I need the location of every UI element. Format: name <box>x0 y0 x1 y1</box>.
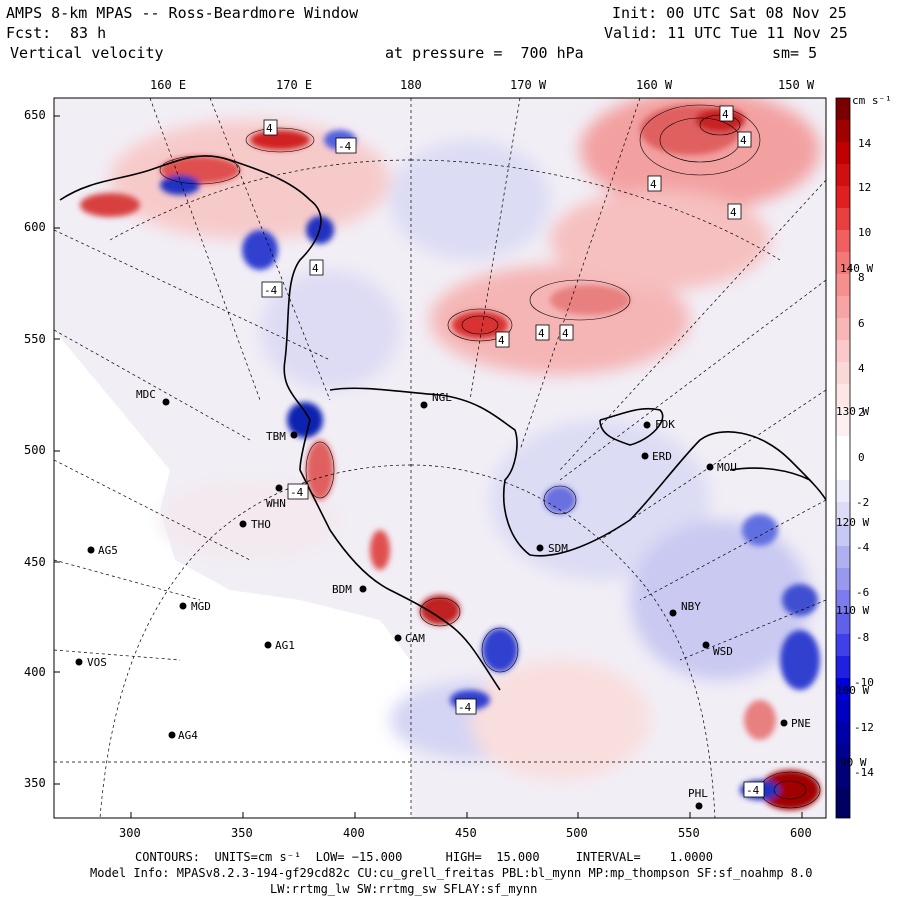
station-label: PNE <box>791 717 811 730</box>
top-lon-label: 160 E <box>150 78 187 92</box>
colorbar-tick: 4 <box>858 362 865 375</box>
plot-frame <box>53 97 827 819</box>
contour-label: 4 <box>498 334 505 347</box>
contour-label: -4 <box>458 701 472 714</box>
colorbar-tick: -8 <box>856 631 870 644</box>
axis-ticks <box>54 115 803 818</box>
station-label: WHN <box>266 497 286 510</box>
coastline <box>59 155 826 691</box>
top-lon-label: 170 W <box>510 78 547 92</box>
station-label: CAM <box>405 632 425 645</box>
colorbar-units: cm s⁻¹ <box>852 94 892 107</box>
forecast-label: Fcst: <box>6 24 52 42</box>
x-tick-label: 600 <box>790 826 812 840</box>
right-lon-label: 140 W <box>840 262 874 275</box>
station-label: PHL <box>688 787 708 800</box>
graticule <box>54 98 826 818</box>
colorbar-tick: -14 <box>854 766 874 779</box>
contour-label: 4 <box>730 206 737 219</box>
station-markers: MDC NGL FDK TBM ERD MOU WHN THO SDM AG5 … <box>75 388 811 810</box>
y-tick-label: 500 <box>24 443 46 457</box>
valid-time: Valid: 11 UTC Tue 11 Nov 25 <box>604 24 848 42</box>
station-label: MDC <box>136 388 156 401</box>
y-tick-label: 600 <box>24 220 46 234</box>
station-label: AG4 <box>178 729 198 742</box>
station-label: NBY <box>681 600 701 613</box>
contour-label: 4 <box>722 108 729 121</box>
station-label: THO <box>251 518 271 531</box>
x-tick-label: 350 <box>231 826 253 840</box>
colorbar <box>835 97 851 819</box>
top-lon-label: 160 W <box>636 78 673 92</box>
contour-label: -4 <box>290 486 304 499</box>
station-label: SDM <box>548 542 568 555</box>
contour-label: 4 <box>562 327 569 340</box>
x-tick-label: 450 <box>455 826 477 840</box>
colorbar-tick: 2 <box>858 406 865 419</box>
x-tick-label: 400 <box>343 826 365 840</box>
x-tick-label: 550 <box>678 826 700 840</box>
top-lon-label: 150 W <box>778 78 815 92</box>
y-tick-label: 550 <box>24 332 46 346</box>
no-data-region <box>54 330 411 818</box>
pressure-level: at pressure = 700 hPa <box>385 44 584 62</box>
contour-info: CONTOURS: UNITS=cm s⁻¹ LOW= −15.000 HIGH… <box>135 850 713 864</box>
x-tick-label: 500 <box>566 826 588 840</box>
x-tick-label: 300 <box>119 826 141 840</box>
colorbar-tick: -10 <box>854 676 874 689</box>
station-label: BDM <box>332 583 352 596</box>
init-time: Init: 00 UTC Sat 08 Nov 25 <box>612 4 847 22</box>
station-label: ERD <box>652 450 672 463</box>
station-label: NGL <box>432 391 452 404</box>
contour-label: -4 <box>338 140 352 153</box>
colorbar-tick: 0 <box>858 451 865 464</box>
contour-label: 4 <box>740 134 747 147</box>
contour-label: -4 <box>746 784 760 797</box>
contour-label: 4 <box>312 262 319 275</box>
colorbar-tick: -12 <box>854 721 874 734</box>
station-label: TBM <box>266 430 286 443</box>
contour-labels: 4 4 4 4 4 4 4 4 4 -4 -4 -4 -4 - <box>261 105 765 798</box>
smoothed-shading <box>110 98 820 780</box>
colorbar-tick: 12 <box>858 181 872 194</box>
station-label: AG5 <box>98 544 118 557</box>
right-lon-label: 130 W <box>836 405 870 418</box>
right-lon-label: 100 W <box>836 684 870 697</box>
colorbar-tick: 10 <box>858 226 872 239</box>
contour-label: 4 <box>650 178 657 191</box>
colorbar-tick: 14 <box>858 137 872 150</box>
station-label: WSD <box>713 645 733 658</box>
colorbar-tick: -6 <box>856 586 870 599</box>
forecast-hour: 83 h <box>70 24 107 42</box>
model-info: Model Info: MPASv8.2.3-194-gf29cd82c CU:… <box>90 866 813 880</box>
variable-name: Vertical velocity <box>10 44 164 62</box>
contour-label: 4 <box>538 327 545 340</box>
right-lon-label: 120 W <box>836 516 870 529</box>
physics-info: LW:rrtmg_lw SW:rrtmg_sw SFLAY:sf_mynn <box>270 882 538 896</box>
colorbar-tick: -4 <box>856 541 870 554</box>
y-tick-label: 400 <box>24 665 46 679</box>
top-lon-label: 170 E <box>276 78 313 92</box>
station-label: MGD <box>191 600 211 613</box>
contour-label: 4 <box>266 122 273 135</box>
y-tick-label: 350 <box>24 776 46 790</box>
right-lon-label: 90 W <box>840 756 867 769</box>
contour-label: -4 <box>264 284 278 297</box>
smoothing: sm= 5 <box>772 44 818 62</box>
top-lon-label: 180 <box>400 78 422 92</box>
station-label: VOS <box>87 656 107 669</box>
station-label: AG1 <box>275 639 295 652</box>
right-lon-label: 110 W <box>836 604 870 617</box>
station-label: FDK <box>655 418 675 431</box>
colorbar-tick: 6 <box>858 317 865 330</box>
y-tick-label: 450 <box>24 555 46 569</box>
station-label: MOU <box>717 461 737 474</box>
y-tick-label: 650 <box>24 108 46 122</box>
colorbar-tick: -2 <box>856 496 870 509</box>
colorbar-tick: 8 <box>858 271 865 284</box>
map-title: AMPS 8-km MPAS -- Ross-Beardmore Window <box>6 4 359 22</box>
